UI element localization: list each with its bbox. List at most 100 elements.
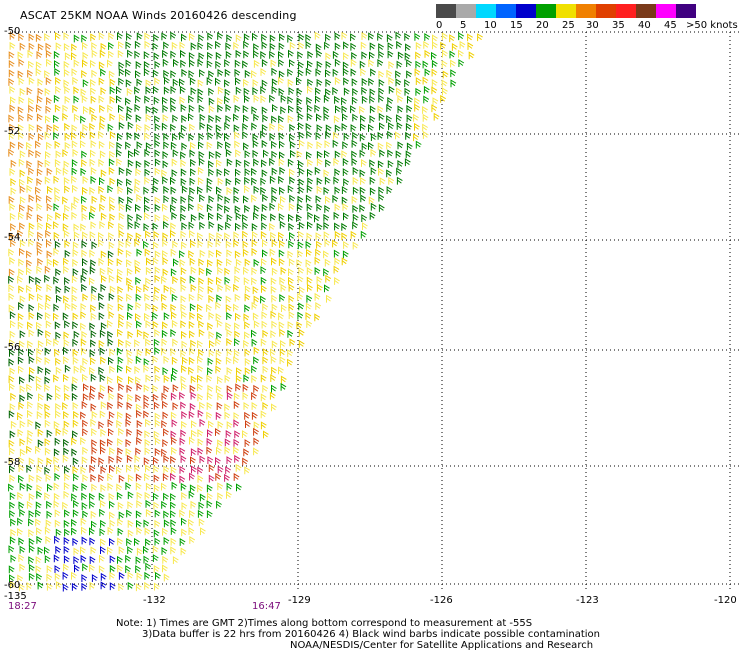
wind-barb	[9, 501, 16, 510]
wind-barb	[82, 428, 88, 436]
wind-barb	[37, 439, 44, 448]
wind-barb	[271, 86, 278, 94]
wind-barb	[163, 195, 170, 203]
wind-barb	[172, 149, 179, 158]
wind-barb	[378, 43, 384, 51]
wind-barb	[306, 130, 313, 139]
wind-barb	[161, 293, 167, 302]
wind-barb	[55, 268, 62, 277]
wind-barb	[118, 427, 124, 436]
wind-barb	[37, 258, 44, 266]
wind-barb	[234, 68, 241, 77]
wind-barb	[297, 112, 304, 121]
wind-barb	[306, 112, 313, 121]
wind-barb	[72, 376, 78, 385]
wind-barb	[215, 301, 222, 310]
wind-barb	[225, 304, 232, 312]
wind-barb	[207, 357, 214, 366]
wind-barb	[136, 519, 142, 528]
wind-barb	[18, 474, 24, 483]
wind-barb	[191, 429, 197, 438]
wind-barb	[17, 528, 23, 536]
wind-barb	[323, 169, 330, 178]
wind-barb	[28, 123, 35, 132]
wind-barb	[35, 33, 42, 42]
wind-barb	[126, 267, 133, 276]
wind-barb	[37, 340, 44, 349]
wind-barb	[90, 510, 97, 519]
wind-barb	[27, 321, 33, 330]
wind-barb	[305, 122, 312, 131]
wind-barb	[270, 310, 277, 319]
wind-barb	[261, 169, 268, 178]
wind-barb	[325, 131, 331, 139]
wind-barb	[100, 538, 106, 547]
wind-barb	[215, 239, 222, 247]
wind-barb	[127, 221, 134, 230]
wind-barb	[271, 267, 278, 276]
wind-barb	[180, 349, 187, 358]
wind-barb	[26, 141, 32, 150]
wind-barb	[10, 187, 17, 196]
wind-barb	[98, 474, 105, 483]
wind-barb	[234, 322, 240, 331]
wind-barb	[45, 294, 52, 303]
wind-barb	[189, 177, 196, 186]
wind-barb	[297, 249, 303, 258]
wind-barb	[208, 151, 215, 159]
wind-barb	[100, 68, 106, 77]
wind-barb	[216, 446, 222, 455]
wind-barb	[82, 474, 89, 482]
lat-label-52: -52	[4, 126, 21, 137]
wind-barb	[89, 464, 96, 473]
wind-barb	[45, 330, 52, 338]
wind-barb	[170, 411, 177, 420]
wind-barb	[18, 33, 25, 41]
wind-barb	[89, 249, 96, 258]
wind-barb	[27, 69, 33, 78]
wind-barb	[81, 536, 88, 545]
wind-barb	[189, 303, 196, 312]
wind-barb	[253, 43, 259, 52]
wind-barb	[107, 419, 114, 427]
wind-barb	[323, 94, 330, 103]
wind-barb	[335, 105, 341, 114]
wind-barb	[226, 34, 233, 43]
wind-barb	[297, 51, 304, 60]
wind-barb	[109, 500, 115, 509]
wind-barb	[225, 295, 232, 304]
wind-barb	[55, 150, 62, 159]
wind-barb	[179, 250, 185, 259]
wind-barb	[270, 374, 277, 382]
wind-barb	[62, 196, 68, 205]
wind-barb	[100, 283, 107, 292]
wind-barb	[350, 68, 357, 77]
wind-barb	[54, 194, 61, 203]
wind-barb	[251, 223, 258, 231]
wind-barb	[9, 339, 15, 347]
wind-barb	[206, 184, 213, 193]
wind-barb	[395, 70, 401, 79]
wind-barb	[279, 33, 285, 42]
wind-barb	[244, 348, 251, 357]
wind-barb	[82, 79, 89, 88]
wind-barb	[99, 384, 106, 393]
wind-barb	[8, 275, 14, 284]
wind-barb	[315, 68, 322, 77]
wind-barb	[251, 365, 257, 374]
wind-barb	[17, 517, 23, 526]
wind-barb	[288, 213, 294, 222]
wind-barb	[170, 546, 177, 555]
wind-barb	[127, 474, 134, 483]
wind-barb	[82, 258, 88, 266]
wind-barb	[208, 160, 214, 169]
wind-barb	[27, 429, 34, 438]
wind-barb	[208, 349, 215, 358]
wind-barb	[225, 240, 232, 249]
wind-barb	[35, 501, 42, 510]
wind-barb	[278, 123, 284, 132]
wind-barb	[163, 385, 170, 394]
wind-barb	[360, 177, 366, 185]
wind-barb	[316, 203, 323, 212]
wind-barb	[199, 69, 205, 78]
